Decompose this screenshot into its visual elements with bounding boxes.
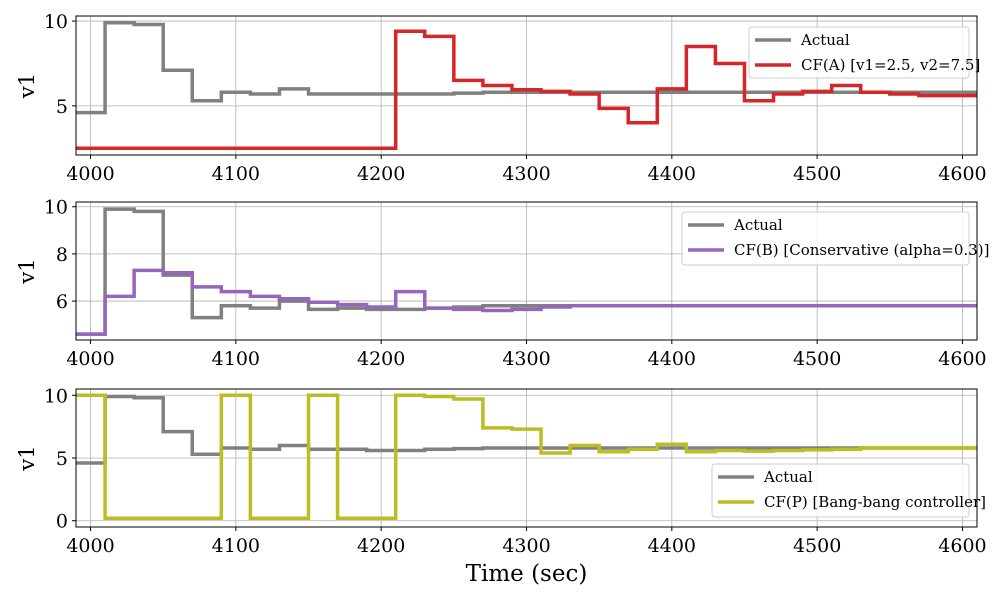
x-tick-label: 4400 (648, 163, 696, 185)
legend-entry: Actual (800, 31, 850, 49)
x-tick-label: 4100 (212, 535, 260, 557)
y-tick-label: 10 (44, 197, 68, 219)
y-tick-label: 0 (56, 511, 68, 533)
x-tick-label: 4000 (66, 163, 114, 185)
series-line-actual (76, 394, 977, 465)
chart-panel-1: 4000 4100 4200 4300 4400 4500 4600 5 10 v1 Actual C… (15, 11, 987, 185)
y-tick-label: 10 (44, 11, 68, 33)
x-tick-label: 4100 (212, 163, 260, 185)
y-tick-label: 10 (44, 385, 68, 407)
y-axis-label: v1 (15, 258, 39, 284)
chart-panel-3: 4000 4100 4200 4300 4400 4500 4600 0 5 10 v1 Time (… (15, 385, 987, 587)
legend-entry: CF(B) [Conservative (alpha=0.3)] (734, 241, 989, 259)
x-tick-label: 4500 (793, 163, 841, 185)
y-tick-label: 5 (56, 448, 68, 470)
x-tick-label: 4300 (502, 535, 550, 557)
x-tick-label: 4600 (938, 348, 986, 370)
x-tick-label: 4600 (938, 163, 986, 185)
x-tick-label: 4500 (793, 535, 841, 557)
x-tick-label: 4200 (357, 163, 405, 185)
series-line-counterfactual (76, 393, 977, 520)
x-tick-label: 4400 (648, 535, 696, 557)
y-tick-label: 6 (56, 291, 68, 313)
y-tick-label: 8 (56, 244, 68, 266)
legend: Actual CF(B) [Conservative (alpha=0.3)] (681, 211, 989, 266)
legend-entry: CF(P) [Bang-bang controller] (764, 493, 986, 511)
x-tick-label: 4400 (648, 348, 696, 370)
chart-panel-2: 4000 4100 4200 4300 4400 4500 4600 6 8 10 v1 Actual… (15, 197, 989, 370)
legend-entry: Actual (763, 468, 813, 486)
x-tick-label: 4000 (66, 535, 114, 557)
x-axis-label: Time (sec) (466, 561, 588, 587)
x-tick-label: 4300 (502, 348, 550, 370)
x-tick-label: 4200 (357, 348, 405, 370)
x-tick-label: 4300 (502, 163, 550, 185)
y-axis-label: v1 (15, 73, 39, 99)
legend-entry: Actual (733, 216, 783, 234)
legend-entry: CF(A) [v1=2.5, v2=7.5] (801, 56, 980, 74)
series-line-counterfactual (76, 268, 977, 336)
y-axis-label: v1 (15, 445, 39, 471)
x-tick-label: 4500 (793, 348, 841, 370)
x-tick-label: 4600 (938, 535, 986, 557)
series-line-counterfactual (76, 29, 977, 150)
legend: Actual CF(A) [v1=2.5, v2=7.5] (748, 26, 980, 79)
x-tick-label: 4200 (357, 535, 405, 557)
x-tick-label: 4000 (66, 348, 114, 370)
x-tick-label: 4100 (212, 348, 260, 370)
y-tick-label: 5 (56, 96, 68, 118)
legend: Actual CF(P) [Bang-bang controller] (711, 463, 986, 518)
